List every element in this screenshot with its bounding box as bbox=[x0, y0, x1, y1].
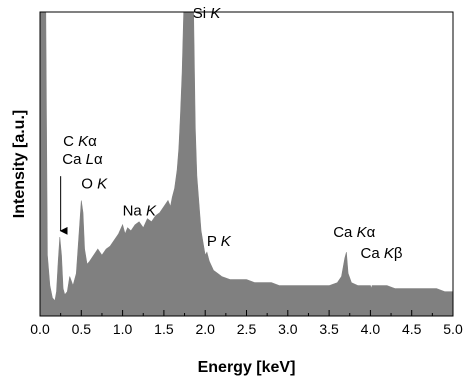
x-tick-label: 1.0 bbox=[113, 321, 133, 337]
x-axis-title: Energy [keV] bbox=[198, 359, 296, 376]
spectrum-area bbox=[39, 11, 454, 317]
x-tick-label: 2.0 bbox=[195, 321, 215, 337]
peak-label-p-k: P K bbox=[207, 233, 232, 250]
x-tick-label: 2.5 bbox=[237, 321, 257, 337]
peak-label-ca-la: Ca Lα bbox=[62, 151, 103, 168]
x-tick-label: 3.5 bbox=[319, 321, 339, 337]
x-tick-label: 0.5 bbox=[72, 321, 92, 337]
peak-label-ca-kb: Ca Kβ bbox=[360, 245, 402, 262]
peak-label-na-k: Na K bbox=[123, 203, 157, 220]
plot-frame bbox=[39, 11, 454, 317]
x-ticks: 0.0 0.5 1.0 1.5 2.0 2.5 3.0 3.5 4.0 4.5 5.0 bbox=[30, 310, 463, 337]
x-tick-label: 3.0 bbox=[278, 321, 298, 337]
peak-label-ca-ka: Ca Kα bbox=[333, 224, 375, 241]
x-tick-label: 0.0 bbox=[30, 321, 50, 337]
x-tick-label: 4.0 bbox=[361, 321, 381, 337]
plot-area bbox=[39, 11, 454, 317]
y-axis-title: Intensity [a.u.] bbox=[11, 110, 28, 218]
x-tick-label: 5.0 bbox=[443, 321, 463, 337]
peak-label-c-ka: C Kα bbox=[63, 133, 97, 150]
x-tick-label: 4.5 bbox=[402, 321, 422, 337]
x-tick-label: 1.5 bbox=[154, 321, 174, 337]
peak-label-si-k: Si K bbox=[193, 5, 222, 22]
peak-label-o-k: O K bbox=[81, 175, 108, 192]
